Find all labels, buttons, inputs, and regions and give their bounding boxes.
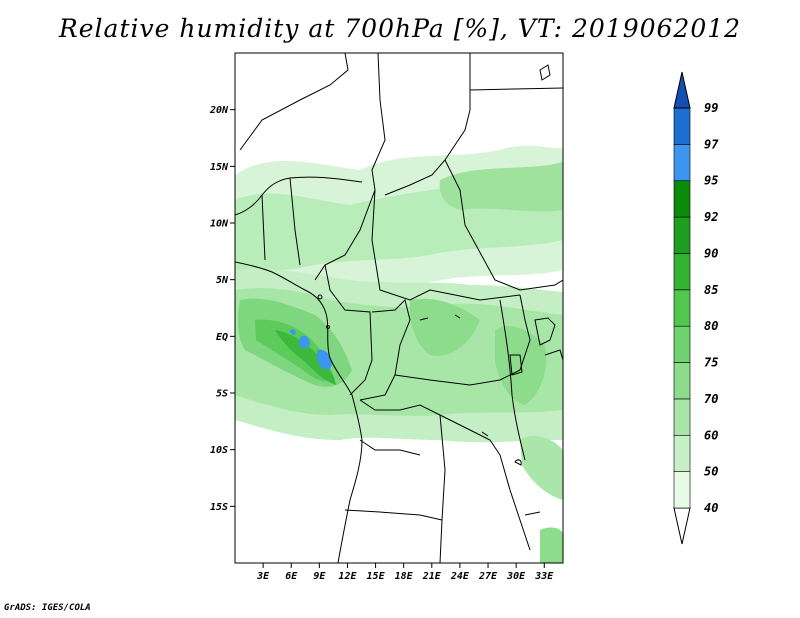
- lat-tick-label: 5S: [216, 389, 228, 400]
- colorbar-level-label: 92: [704, 210, 718, 224]
- grads-credit: GrADS: IGES/COLA: [4, 603, 91, 613]
- colorbar-segment: [673, 144, 691, 182]
- colorbar-segment: [673, 362, 691, 400]
- lat-tick-label: 15N: [210, 162, 229, 173]
- colorbar-lower-triangle: [673, 507, 691, 545]
- lon-tick-label: 3E: [256, 571, 270, 582]
- lon-tick-label: 30E: [506, 571, 526, 582]
- lat-tick-label: EQ: [216, 332, 228, 343]
- country-boundaries: [235, 53, 563, 563]
- longitude-axis: 3E 6E 9E 12E 15E 18E 21E 24E 27E 30E 33E: [256, 563, 554, 582]
- colorbar-level-label: 70: [704, 392, 718, 406]
- colorbar-level-label: 75: [704, 356, 718, 370]
- colorbar-level-label: 50: [704, 465, 718, 479]
- colorbar-segment: [673, 471, 691, 509]
- lon-tick-label: 33E: [534, 571, 554, 582]
- lat-tick-label: 15S: [210, 502, 228, 513]
- colorbar-upper-triangle: [673, 71, 691, 109]
- colorbar-segment: [673, 398, 691, 436]
- lon-tick-label: 12E: [338, 571, 357, 582]
- lon-tick-label: 6E: [285, 571, 298, 582]
- colorbar-level-label: 60: [704, 428, 718, 442]
- lat-tick-label: 20N: [209, 105, 229, 116]
- lon-tick-label: 24E: [450, 571, 470, 582]
- colorbar-level-label: 99: [704, 101, 718, 115]
- colorbar-level-label: 97: [704, 137, 719, 151]
- lon-tick-label: 21E: [422, 571, 442, 582]
- colorbar: 40 50 60 70 75 80 85 90 92 95 97 99: [673, 71, 719, 545]
- lon-tick-label: 15E: [367, 571, 386, 582]
- colorbar-segment: [673, 289, 691, 327]
- colorbar-segment: [673, 107, 691, 145]
- colorbar-segment: [673, 180, 691, 218]
- colorbar-level-label: 40: [704, 501, 718, 515]
- colorbar-level-label: 90: [704, 246, 718, 260]
- lake-outlines: [317, 294, 541, 516]
- lat-tick-label: 10N: [210, 219, 229, 230]
- colorbar-segment: [673, 325, 691, 363]
- colorbar-level-label: 80: [704, 319, 718, 333]
- lat-tick-label: 10S: [210, 445, 228, 456]
- map-title: Relative humidity at 700hPa [%], VT: 201…: [58, 14, 742, 43]
- colorbar-segment: [673, 434, 691, 472]
- colorbar-segment: [673, 253, 691, 291]
- colorbar-level-label: 85: [704, 283, 718, 297]
- humidity-field: [235, 145, 563, 563]
- lat-tick-label: 5N: [216, 275, 229, 286]
- map-frame: [234, 52, 564, 564]
- latitude-axis: 20N 15N 10N 5N EQ 5S 10S 15S: [209, 105, 235, 513]
- colorbar-level-label: 95: [704, 174, 718, 188]
- colorbar-segment: [673, 216, 691, 254]
- lon-tick-label: 9E: [313, 571, 326, 582]
- lon-tick-label: 27E: [478, 571, 498, 582]
- lon-tick-label: 18E: [395, 571, 414, 582]
